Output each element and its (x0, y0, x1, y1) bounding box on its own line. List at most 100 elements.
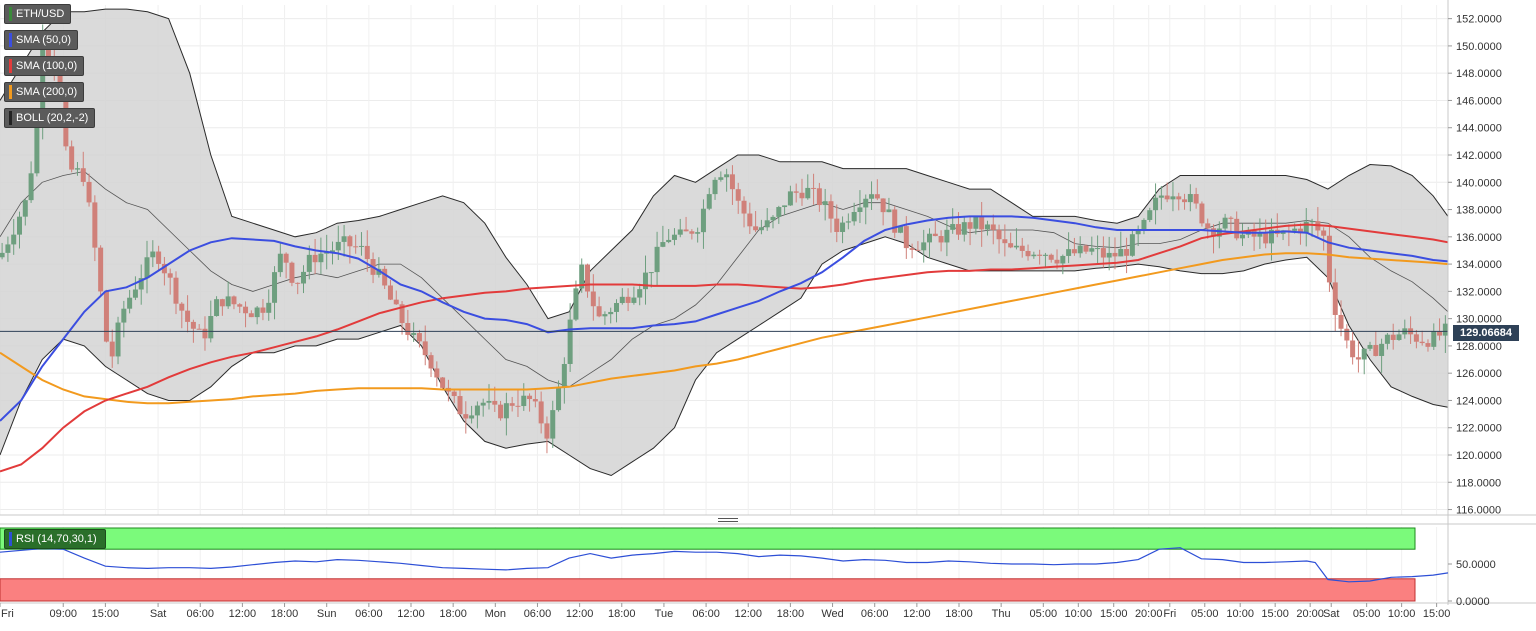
candle-body (1031, 254, 1037, 257)
candle-body (98, 247, 104, 292)
candle-body (231, 296, 237, 305)
candle-body (927, 233, 933, 243)
candle-body (718, 177, 724, 180)
candle-body (179, 303, 185, 311)
candle-body (341, 236, 347, 242)
candle-body (1083, 245, 1089, 252)
candle-body (1338, 314, 1344, 329)
candle-body (1066, 249, 1072, 256)
candle-body (301, 271, 307, 284)
price-tick-label: 150.0000 (1456, 41, 1502, 53)
candle-body (1095, 248, 1101, 250)
price-tick-label: 130.0000 (1456, 314, 1502, 326)
candle-body (671, 234, 677, 240)
candle-body (382, 268, 388, 286)
candle-body (1292, 228, 1298, 231)
candle-body (486, 400, 492, 403)
candle-body (11, 234, 17, 245)
candle-body (434, 368, 440, 378)
candle-body (1193, 194, 1199, 204)
legend-sma-50[interactable]: SMA (50,0) (4, 30, 79, 50)
time-tick-label: 10:00 (1226, 608, 1254, 620)
candle-body (1332, 282, 1338, 315)
candle-body (764, 220, 770, 228)
candle-body (28, 173, 34, 201)
rsi-panel: 50.0000 0.0000 (0, 527, 1496, 608)
candle-body (329, 250, 335, 252)
time-tick-label: 15:00 (1423, 608, 1451, 620)
candle-body (306, 254, 312, 272)
time-tick-label: 12:00 (734, 608, 762, 620)
candle-body (724, 174, 730, 178)
candle-body (1216, 228, 1222, 237)
time-tick-label: Sat (150, 608, 167, 620)
candle-body (1355, 357, 1361, 360)
candle-body (428, 355, 434, 369)
candle-body (214, 299, 220, 317)
candle-body (132, 289, 138, 298)
time-tick-label: 12:00 (566, 608, 594, 620)
rsi-swatch (9, 532, 12, 546)
candle-body (532, 399, 538, 402)
candle-body (167, 273, 173, 278)
candle-body (1268, 229, 1274, 244)
candle-body (747, 213, 753, 227)
price-tick-label: 148.0000 (1456, 68, 1502, 80)
candle-body (254, 307, 260, 318)
candle-body (260, 307, 266, 313)
time-tick-label: 20:00 (1135, 608, 1163, 620)
candle-body (1037, 254, 1043, 256)
candle-body (451, 391, 457, 397)
candle-body (648, 272, 654, 274)
bollinger-mid-line (0, 170, 1449, 388)
candle-body (1077, 245, 1083, 254)
candle-body (1106, 252, 1112, 258)
candle-body (787, 191, 793, 206)
candle-body (173, 277, 179, 304)
legend-sma-100[interactable]: SMA (100,0) (4, 56, 85, 76)
candle-body (1396, 334, 1402, 340)
candle-body (1419, 341, 1425, 344)
candle-body (80, 168, 86, 182)
candle-body (1118, 249, 1124, 257)
legend-boll[interactable]: BOLL (20,2,-2) (4, 108, 96, 128)
candle-body (422, 341, 428, 356)
candle-body (561, 363, 567, 388)
candle-body (700, 208, 706, 233)
candle-body (1054, 259, 1060, 264)
candle-body (874, 194, 880, 199)
candle-body (463, 414, 469, 419)
candle-body (579, 264, 585, 289)
price-tick-label: 140.0000 (1456, 177, 1502, 189)
price-tick-label: 132.0000 (1456, 286, 1502, 298)
candle-body (1257, 232, 1263, 237)
candle-body (109, 341, 115, 357)
legend-sma-200[interactable]: SMA (200,0) (4, 82, 85, 102)
candle-body (596, 306, 602, 317)
legend-sma-200-label: SMA (200,0) (16, 86, 78, 98)
rsi-label[interactable]: RSI (14,70,30,1) (4, 529, 106, 549)
candle-body (735, 189, 741, 201)
candle-body (550, 410, 556, 439)
symbol-text: ETH/USD (16, 8, 65, 20)
candle-body (741, 200, 747, 214)
candle-body (277, 253, 283, 273)
time-tick-label: 10:00 (1065, 608, 1093, 620)
time-tick-label: 15:00 (92, 608, 120, 620)
symbol-label[interactable]: ETH/USD (4, 4, 72, 24)
candle-body (1379, 343, 1385, 356)
candle-body (816, 188, 822, 206)
candle-body (1344, 328, 1350, 341)
candle-body (602, 314, 608, 317)
candle-body (1071, 249, 1077, 254)
pane-resize-handle[interactable] (718, 518, 738, 524)
candle-body (1297, 228, 1303, 234)
candle-body (1135, 230, 1141, 235)
time-tick-label: Sun (317, 608, 337, 620)
time-tick-label: 12:00 (397, 608, 425, 620)
candle-body (793, 191, 799, 193)
candle-body (851, 211, 857, 222)
rsi-overbought-zone (0, 527, 1416, 550)
candle-body (1431, 331, 1437, 347)
price-tick-label: 120.0000 (1456, 450, 1502, 462)
